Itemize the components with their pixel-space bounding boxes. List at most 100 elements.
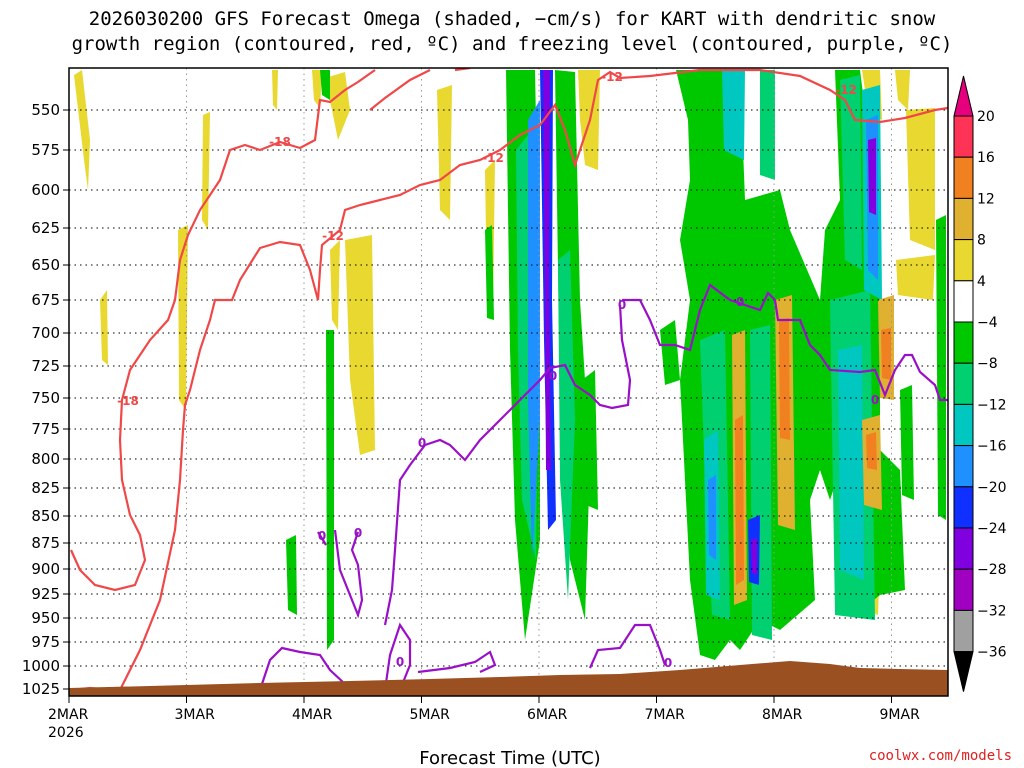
omega-fill-yellow: [330, 240, 340, 330]
omega-fill-green: [485, 225, 494, 320]
freezing-contour-label: 0: [664, 656, 672, 670]
colorbar-label: 8: [977, 233, 986, 249]
colorbar-swatch: [953, 362, 974, 405]
dgz-contour-line: [369, 69, 431, 111]
freezing-contour-label: 0: [871, 393, 879, 407]
colorbar-swatch: [953, 156, 974, 199]
freezing-contour-line: [317, 531, 327, 546]
x-tick-label: 2MAR: [48, 707, 89, 723]
y-axis: 550 575 600 625 650 675 700 725 750 775 800 825 850 8…: [22, 101, 69, 698]
omega-fill-purple-core: [751, 538, 757, 575]
y-tick-label: 700: [31, 324, 60, 342]
omega-fill-yellow: [325, 72, 350, 140]
omega-fill-yellow: [74, 70, 90, 190]
omega-fill-yellow: [896, 255, 935, 300]
y-tick-label: 925: [31, 585, 60, 603]
y-tick-label: 900: [31, 560, 60, 578]
colorbar-top-cap: [953, 75, 974, 117]
colorbar-swatch: [953, 527, 974, 570]
credit-text: coolwx.com/models: [869, 748, 1012, 764]
omega-fill-teal: [750, 325, 772, 640]
colorbar-label: −8: [977, 356, 998, 372]
dgz-contour-label: -18: [117, 394, 139, 408]
y-tick-label: 650: [31, 256, 60, 274]
freezing-contour-label: 0: [736, 295, 744, 309]
terrain-fill: [69, 661, 948, 696]
colorbar-swatch: [953, 197, 974, 241]
colorbar-label: −16: [977, 439, 1007, 455]
colorbar-swatch: [953, 239, 974, 282]
y-tick-label: 850: [31, 507, 60, 525]
x-tick-label: 7MAR: [645, 707, 686, 723]
freezing-contour-line: [588, 623, 667, 669]
y-tick-label: 725: [31, 357, 60, 375]
y-tick-label: 775: [31, 420, 60, 438]
omega-fill-yellow: [437, 85, 452, 220]
freezing-level-contours: [260, 283, 948, 691]
freezing-contour-line: [417, 650, 497, 674]
omega-fill-teal: [760, 70, 775, 180]
colorbar-label: −28: [977, 562, 1007, 578]
omega-fill-blue: [708, 475, 716, 560]
freezing-contour-label: 0: [318, 529, 326, 543]
x-tick-label: 5MAR: [410, 707, 451, 723]
omega-fill-teal: [840, 75, 862, 270]
x-tick-label: 3MAR: [175, 707, 216, 723]
colorbar-label: −32: [977, 603, 1007, 619]
omega-fill-purple-core: [868, 138, 876, 215]
y-tick-label: 675: [31, 291, 60, 309]
omega-fill-green: [936, 215, 946, 520]
y-tick-label: 950: [31, 609, 60, 627]
omega-fill-green: [900, 385, 914, 500]
y-tick-label: 750: [31, 389, 60, 407]
x-tick-label: 6MAR: [527, 707, 568, 723]
dgz-contour-line: [69, 69, 376, 592]
colorbar-swatch: [953, 403, 974, 447]
omega-fill-cyan: [722, 70, 745, 160]
colorbar-swatch: [953, 321, 974, 364]
freezing-contour-line: [260, 646, 346, 685]
omega-fill-yellow: [178, 225, 188, 410]
omega-fill-blue: [528, 100, 540, 560]
freezing-contour-label: 0: [549, 369, 557, 383]
omega-fill-green: [660, 320, 680, 385]
freezing-contour-label: 0: [618, 298, 626, 312]
colorbar-label: 4: [977, 274, 986, 290]
dgz-contour-label: -12: [601, 70, 623, 84]
omega-fill-yellow: [906, 108, 935, 250]
colorbar-swatch: [953, 609, 974, 653]
colorbar-label: 12: [977, 191, 995, 207]
chart-title-line-1: 2026030200 GFS Forecast Omega (shaded, −…: [89, 8, 936, 30]
omega-fill-green: [320, 70, 330, 100]
freezing-contour-label: 0: [396, 655, 404, 669]
omega-fill-yellow: [312, 70, 322, 108]
omega-fill-green: [582, 370, 598, 510]
y-tick-label: 975: [31, 633, 60, 651]
y-tick-label: 800: [31, 450, 60, 468]
colorbar-bottom-cap: [953, 651, 974, 692]
x-axis: 2MAR 3MAR 4MAR 5MAR 6MAR 7MAR 8MAR 9MAR: [48, 696, 920, 723]
omega-fill-teal: [558, 250, 575, 600]
dgz-contour-label: -12: [322, 229, 344, 243]
omega-fill-orange: [881, 328, 891, 380]
omega-shading: [74, 70, 946, 660]
omega-fill-yellow: [202, 112, 210, 230]
colorbar-label: −20: [977, 480, 1007, 496]
freezing-contour-line: [383, 304, 632, 626]
y-tick-label: 600: [31, 181, 60, 199]
y-tick-label: 825: [31, 479, 60, 497]
colorbar-swatch: [953, 115, 974, 158]
colorbar-label: −36: [977, 645, 1007, 661]
x-tick-label: 9MAR: [880, 707, 921, 723]
colorbar-label: 16: [977, 150, 995, 166]
omega-fill-yellow: [345, 235, 375, 455]
x-tick-label: 8MAR: [762, 707, 803, 723]
x-tick-label: 4MAR: [292, 707, 333, 723]
colorbar: 20 16 12 8 4 −4 −8 −12 −16 −20 −24 −28 −32 −36: [953, 75, 1007, 692]
freezing-contour-line: [333, 529, 364, 619]
y-tick-label: 1000: [22, 657, 60, 675]
dgz-contour-label: -18: [269, 135, 291, 149]
omega-fill-green: [286, 535, 297, 615]
x-axis-year: 2026: [48, 725, 84, 741]
omega-fill-orange: [779, 318, 790, 440]
